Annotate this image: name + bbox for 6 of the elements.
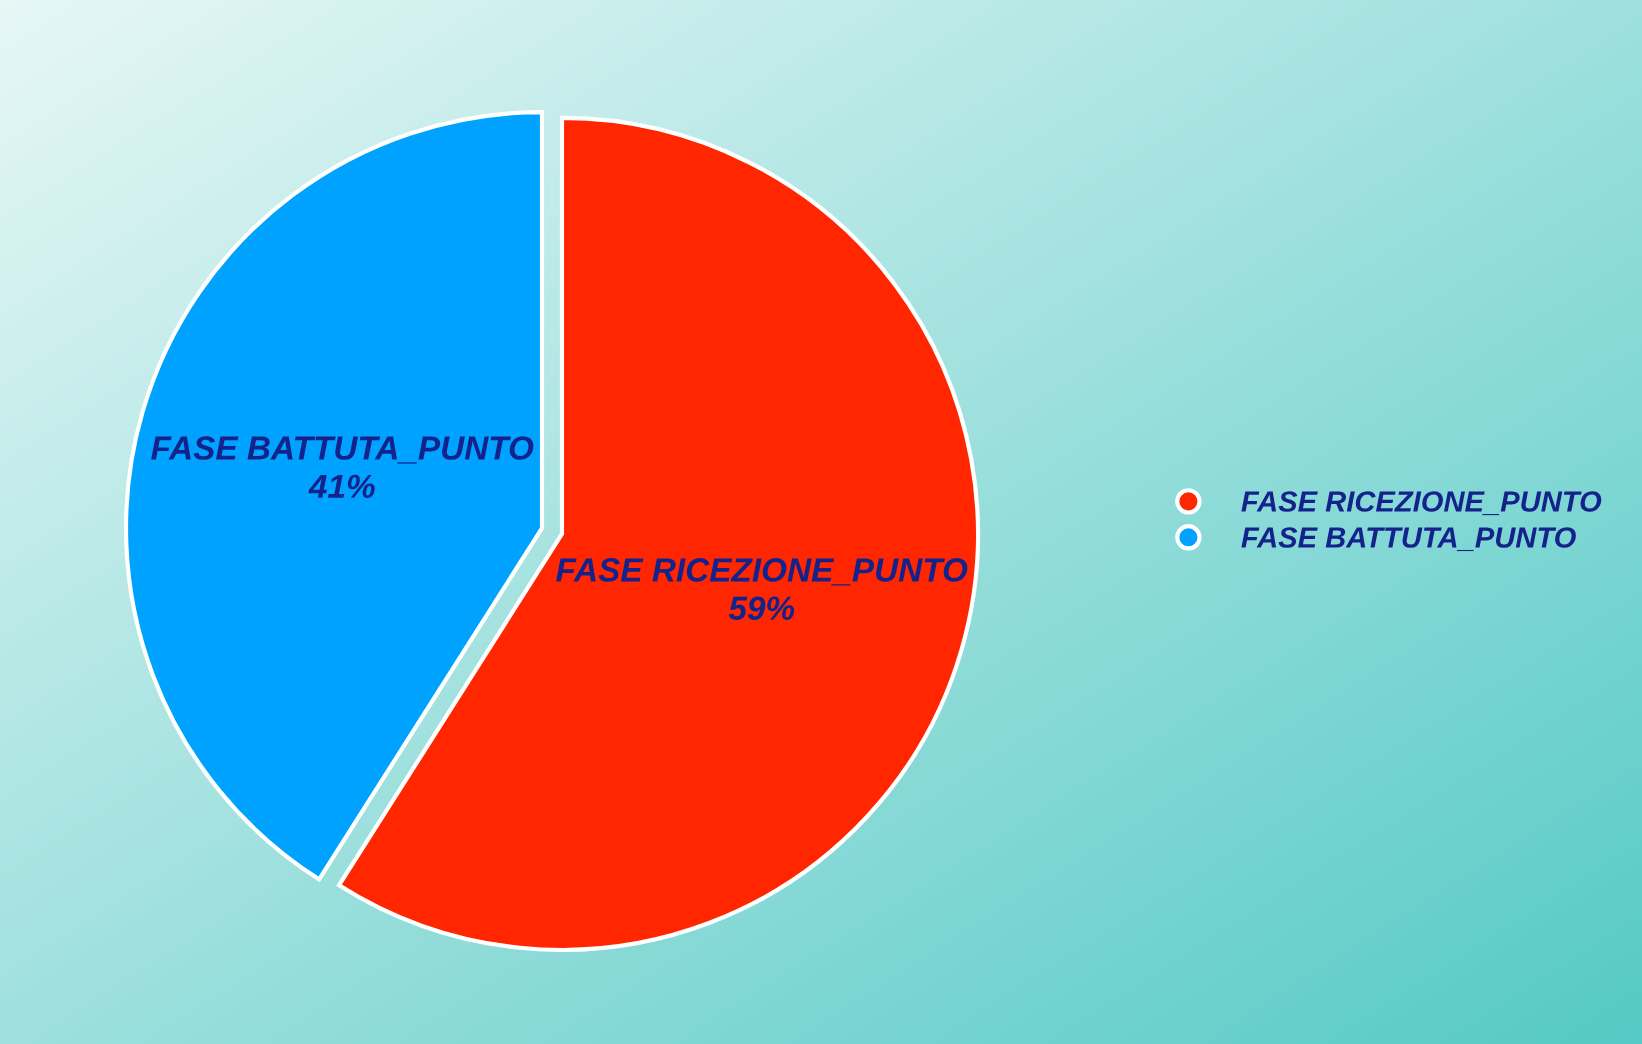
slice-label: FASE RICEZIONE_PUNTO bbox=[556, 558, 968, 586]
legend-label: FASE RICEZIONE_PUNTO bbox=[1241, 491, 1602, 516]
legend-label: FASE BATTUTA_PUNTO bbox=[1241, 527, 1576, 552]
data-label: 59% bbox=[728, 596, 795, 621]
slice-label: FASE BATTUTA_PUNTO bbox=[151, 436, 534, 464]
data-label: 41% bbox=[308, 474, 375, 499]
